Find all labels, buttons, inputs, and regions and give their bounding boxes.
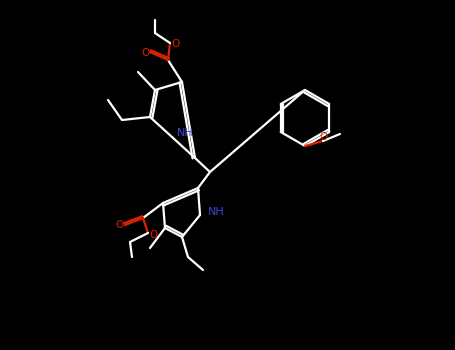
Text: NH: NH [208,207,225,217]
Text: O: O [172,39,180,49]
Text: O: O [115,220,123,230]
Text: O: O [320,132,328,142]
Text: O: O [150,230,158,240]
Text: NH: NH [177,128,194,138]
Text: O: O [141,48,149,58]
